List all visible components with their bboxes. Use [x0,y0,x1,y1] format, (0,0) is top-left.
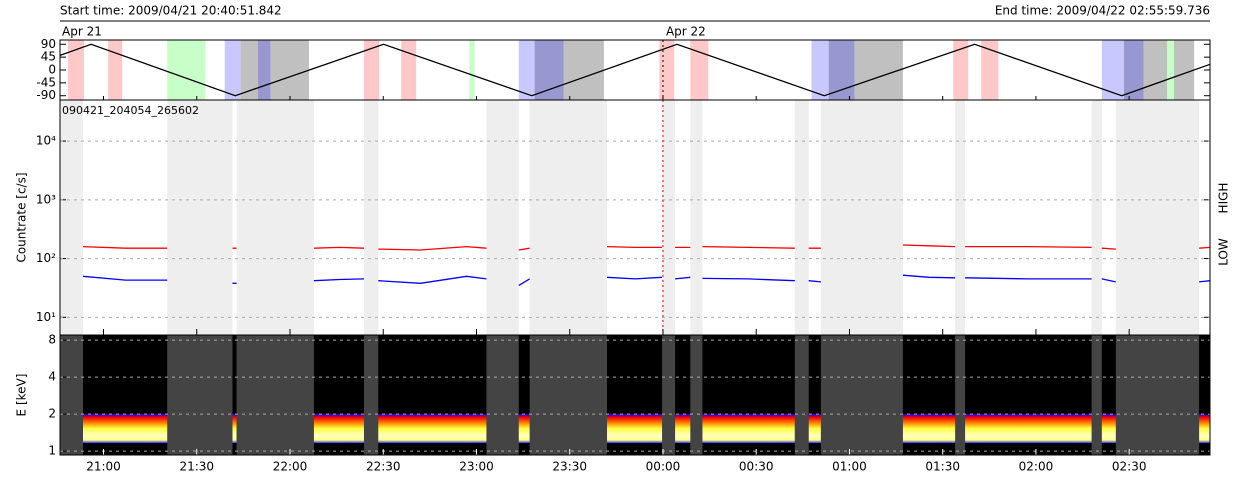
orbit-band [167,40,206,100]
y-tick-label: 8 [48,333,56,347]
night-band [955,100,966,335]
x-tick-label: 00:30 [739,460,774,474]
night-band [167,335,233,455]
x-tick-label: 22:30 [366,460,401,474]
orbit-band [108,40,123,100]
night-band [690,100,703,335]
x-tick-label: 01:00 [832,460,867,474]
panel-frame [59,334,1211,456]
night-band [236,100,314,335]
x-tick-label: 02:30 [1112,460,1147,474]
orbit-band [363,40,380,100]
orbit-line [59,43,1211,97]
x-tick-label: 23:30 [552,460,587,474]
date-label: Apr 21 [62,25,102,39]
orbit-band [953,40,969,100]
x-tick-label: 22:00 [273,460,308,474]
x-tick-label: 21:00 [86,460,121,474]
orbit-band [1173,40,1195,100]
orbit-band [690,40,709,100]
y-tick-label: 0 [48,63,56,77]
rate-line [82,244,1211,251]
night-band [820,335,903,455]
date-label: Apr 22 [666,25,706,39]
orbit-band [68,40,84,100]
orbit-band [224,40,241,100]
orbit-band [534,40,564,100]
orbit-band [1123,40,1144,100]
orbit-band [854,40,903,100]
night-band [167,100,233,335]
y-tick-label: 10³ [36,192,56,206]
y-tick-label: 10² [36,251,56,265]
end-time: End time: 2009/04/22 02:55:59.736 [995,4,1210,18]
y-tick-label: -45 [36,75,56,89]
x-tick-label: 23:00 [459,460,494,474]
orbit-band [563,40,604,100]
x-tick-label: 21:30 [179,460,214,474]
orbit-band [401,40,417,100]
y-tick-label: 45 [41,50,56,64]
orbit-band [659,40,675,100]
night-band [529,100,608,335]
orbit-band [240,40,258,100]
y-tick-label: -90 [36,88,56,102]
legend-label: HIGH [1217,183,1231,214]
night-band [794,100,809,335]
orbit-band [469,40,475,100]
night-band [1115,335,1200,455]
orbit-band [828,40,855,100]
night-band [662,335,676,455]
night-band [363,335,379,455]
y-tick-label: 10¹ [36,310,56,324]
night-band [60,335,83,455]
x-tick-label: 01:30 [925,460,960,474]
night-band [486,335,519,455]
night-band [486,100,519,335]
orbit-band [1143,40,1168,100]
orbit-band [270,40,309,100]
night-band [662,100,676,335]
orbit-band [1101,40,1124,100]
y-tick-label: 90 [41,37,56,51]
y-label: Countrate [c/s] [15,172,29,262]
y-tick-label: 2 [48,407,56,421]
y-tick-label: 1 [48,444,56,458]
night-band [794,335,809,455]
orbit-band [1167,40,1174,100]
legend-label: LOW [1217,238,1231,266]
x-tick-label: 00:00 [646,460,681,474]
start-time: Start time: 2009/04/21 20:40:51.842 [60,4,282,18]
night-band [820,100,903,335]
night-band [60,100,83,335]
night-band [690,335,703,455]
night-band [236,335,314,455]
orbit-band [811,40,829,100]
night-band [955,335,966,455]
orbit-band [518,40,535,100]
night-band [529,335,608,455]
y-tick-label: 10⁴ [36,134,56,148]
orbit-band [981,40,999,100]
night-band [363,100,379,335]
y-tick-label: 4 [48,370,56,384]
y-label: E [keV] [15,374,29,417]
night-band [1091,335,1102,455]
rate-line [82,274,1211,286]
x-tick-label: 02:00 [1019,460,1054,474]
orbit-band [257,40,271,100]
night-band [1115,100,1200,335]
file-id: 090421_204054_265602 [62,104,199,117]
night-band [1091,100,1102,335]
